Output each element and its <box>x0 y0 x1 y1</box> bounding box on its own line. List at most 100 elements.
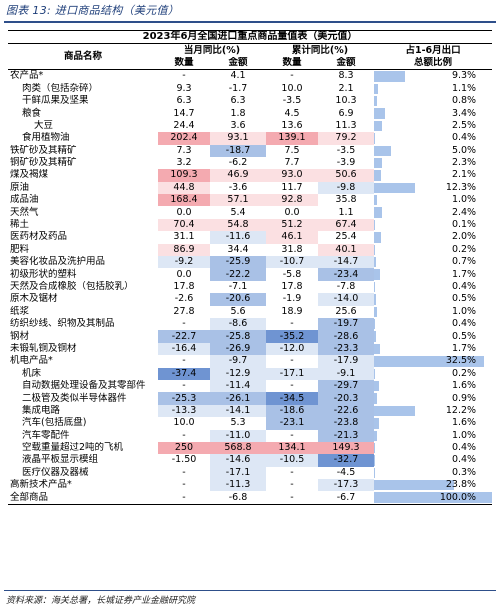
cell-month-qty: 24.4 <box>173 119 195 131</box>
cell-month-amt: -9.7 <box>210 355 266 368</box>
header-row-2: 数量 金额 数量 金额 总额比例 <box>8 56 493 71</box>
table-body: 农产品* - 4.1 - 8.3 9.3% 肉类（包括杂碎） 9.3 -1.7 10.0 2.1 1.… <box>8 70 493 505</box>
cell-cum-amt: -14.0 <box>318 293 374 306</box>
import-table: 2023年6月全国进口重点商品量值表（美元值） 商品名称 当月同比(%) 累计同… <box>8 29 493 505</box>
cell-name: 机床 <box>22 367 42 379</box>
cell-share: 0.5% <box>374 330 492 342</box>
cell-share: 1.7% <box>374 268 492 280</box>
table-row: 集成电路 -13.3 -14.1 -18.6 -22.6 12.2% <box>8 404 492 418</box>
cell-month-qty: -37.4 <box>158 367 210 380</box>
cell-month-qty: 17.8 <box>173 281 195 292</box>
cell-month-qty: 14.7 <box>173 107 195 119</box>
share-bar <box>374 405 416 417</box>
cell-share: 0.4% <box>374 318 492 330</box>
cell-cum-qty: - <box>290 318 294 330</box>
cell-cum-amt: -22.6 <box>318 404 374 418</box>
cell-share: 9.3% <box>374 70 492 83</box>
share-value: 0.4% <box>451 318 477 330</box>
share-value: 0.4% <box>451 442 477 454</box>
cell-cum-amt: 40.1 <box>318 243 374 257</box>
table-row: 食用植物油 202.4 93.1 139.1 79.2 0.4% <box>8 132 492 145</box>
cell-month-amt: -11.3 <box>210 479 266 492</box>
cell-cum-amt: -3.9 <box>336 157 356 169</box>
cell-share: 0.8% <box>374 95 492 107</box>
cell-month-qty: 250 <box>158 441 210 455</box>
header-amt-1: 金额 <box>210 56 266 71</box>
cell-cum-amt: -14.7 <box>318 256 374 269</box>
cell-name: 纺织纱线、织物及其制品 <box>10 318 115 330</box>
share-value: 0.4% <box>451 454 477 466</box>
share-bar <box>374 269 380 280</box>
table-row: 稀土 70.4 54.8 51.2 67.4 0.1% <box>8 218 492 232</box>
share-value: 0.1% <box>451 219 477 231</box>
cell-month-qty: 202.4 <box>158 132 210 145</box>
cell-month-qty: -25.3 <box>158 392 210 405</box>
table-row: 自动数据处理设备及其零部件 - -11.4 - -29.7 1.6% <box>8 379 492 393</box>
cell-name: 医疗仪器及器械 <box>22 466 89 478</box>
cell-month-amt: -11.6 <box>210 231 266 244</box>
cell-cum-qty: -5.8 <box>282 268 302 280</box>
cell-name: 二极管及类似半导体器件 <box>22 392 127 404</box>
table-row: 原木及锯材 -2.6 -20.6 -1.9 -14.0 0.5% <box>8 293 492 306</box>
cell-share: 23.8% <box>374 479 492 491</box>
share-value: 0.4% <box>451 281 477 292</box>
cell-cum-amt: 6.9 <box>338 107 354 119</box>
cell-cum-qty: - <box>290 70 294 82</box>
cell-month-amt: -6.8 <box>210 491 266 505</box>
cell-cum-amt: -23.8 <box>318 417 374 430</box>
cell-cum-qty: 134.1 <box>266 441 318 455</box>
share-value: 2.0% <box>451 231 477 243</box>
cell-share: 1.0% <box>374 194 492 206</box>
share-value: 1.7% <box>451 268 477 280</box>
cell-cum-qty: -17.1 <box>266 367 318 380</box>
share-value: 1.7% <box>451 342 477 354</box>
cell-name: 铁矿砂及其精矿 <box>10 144 77 156</box>
share-value: 32.5% <box>445 355 477 367</box>
share-value: 5.0% <box>451 144 477 156</box>
cell-cum-qty: 17.8 <box>281 281 303 292</box>
cell-cum-amt: 10.3 <box>335 95 357 107</box>
cell-cum-amt: -28.6 <box>318 330 374 343</box>
cell-name: 自动数据处理设备及其零部件 <box>22 380 146 392</box>
cell-month-amt: -3.6 <box>228 181 248 193</box>
cell-share: 3.4% <box>374 107 492 119</box>
cell-name: 初级形状的塑料 <box>10 268 77 280</box>
cell-cum-qty: -10.5 <box>266 454 318 467</box>
share-value: 0.5% <box>451 293 477 305</box>
cell-month-qty: -9.2 <box>158 256 210 269</box>
cell-name: 液晶平板显示模组 <box>22 454 99 466</box>
cell-month-qty: 7.3 <box>176 144 192 156</box>
share-value: 1.0% <box>451 429 477 441</box>
share-value: 12.3% <box>445 181 477 193</box>
share-bar <box>374 120 383 132</box>
table-row: 天然气 0.0 5.4 0.0 1.1 2.4% <box>8 206 492 218</box>
cell-cum-qty: 0.0 <box>284 206 300 218</box>
cell-share: 2.0% <box>374 231 492 243</box>
table-caption-row: 2023年6月全国进口重点商品量值表（美元值） <box>8 29 493 45</box>
cell-month-amt: -12.9 <box>210 367 266 380</box>
cell-cum-qty: - <box>290 380 294 392</box>
cell-share: 100.0% <box>374 491 493 505</box>
header-qty-2: 数量 <box>266 56 318 71</box>
cell-cum-qty: 10.0 <box>281 82 303 94</box>
cell-month-qty: 6.3 <box>176 95 192 107</box>
table-row: 钢材 -22.7 -25.8 -35.2 -28.6 0.5% <box>8 330 492 343</box>
share-bar <box>374 83 378 94</box>
cell-share: 0.4% <box>374 281 492 293</box>
cell-cum-qty: - <box>290 429 294 441</box>
cell-cum-qty: - <box>290 466 294 478</box>
title-divider <box>4 21 496 23</box>
table-row: 液晶平板显示模组 -1.50 -14.6 -10.5 -32.7 0.4% <box>8 454 492 467</box>
cell-cum-qty: 13.6 <box>281 119 303 131</box>
cell-cum-amt: -17.9 <box>318 355 374 368</box>
table-row: 高新技术产品* - -11.3 - -17.3 23.8% <box>8 479 492 492</box>
cell-share: 2.1% <box>374 169 492 181</box>
share-bar <box>374 380 380 392</box>
header-row-1: 商品名称 当月同比(%) 累计同比(%) 占1-6月出口 <box>8 43 492 71</box>
cell-month-qty: -16.4 <box>158 342 210 356</box>
cell-name: 天然气 <box>10 206 39 218</box>
cell-name: 稀土 <box>10 219 30 231</box>
table-row: 汽车零配件 - -11.0 - -21.3 1.0% <box>8 429 492 442</box>
cell-month-qty: 31.1 <box>173 231 195 243</box>
cell-cum-amt: -9.8 <box>318 181 374 195</box>
